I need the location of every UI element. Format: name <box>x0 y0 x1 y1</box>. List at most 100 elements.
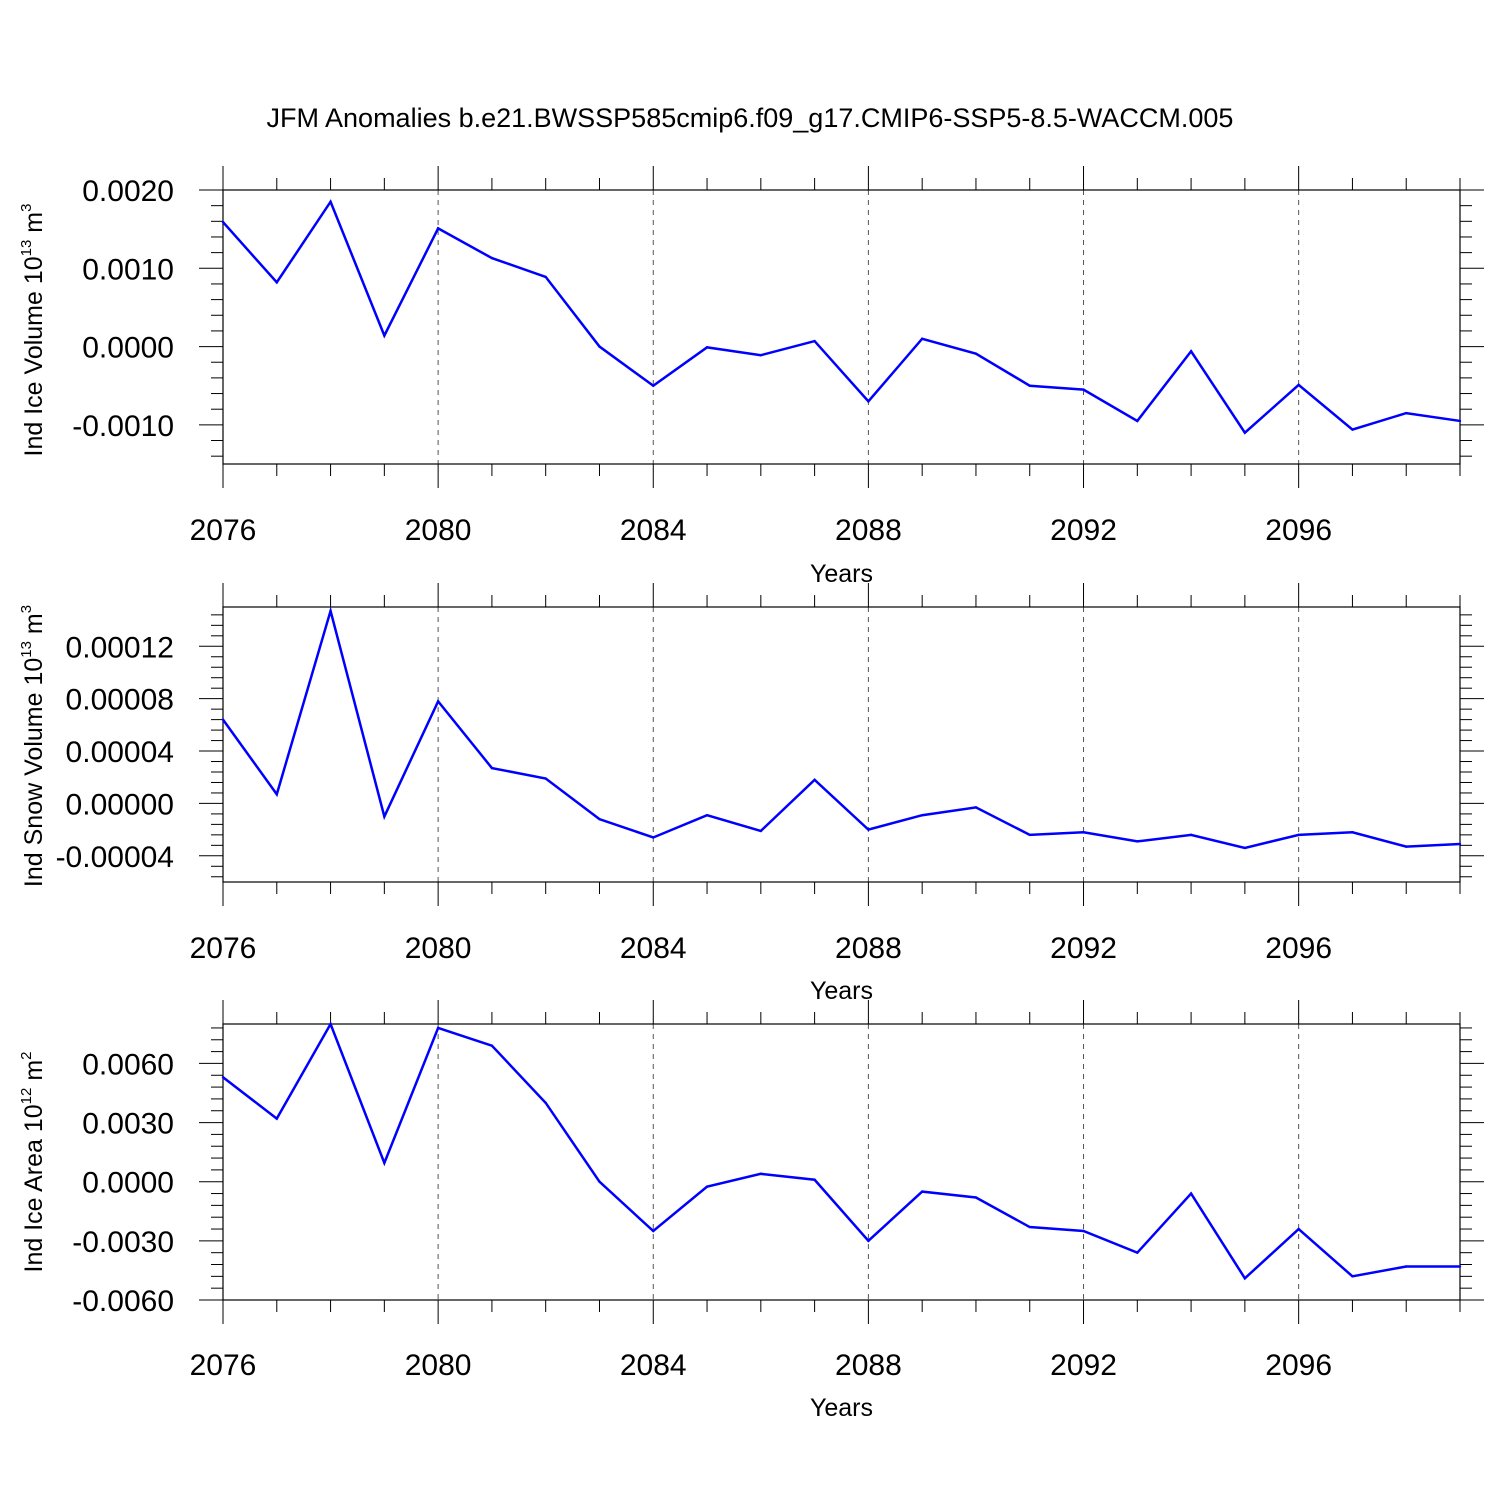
data-point <box>1243 846 1247 850</box>
data-point <box>1351 831 1354 834</box>
data-point <box>813 1178 816 1181</box>
x-tick-label: 2096 <box>1265 932 1332 965</box>
data-point <box>1189 350 1193 353</box>
data-point <box>1189 833 1193 837</box>
x-tick-label: 2076 <box>190 1349 257 1382</box>
data-point <box>1297 833 1300 837</box>
data-point <box>329 200 332 203</box>
data-point <box>974 806 978 809</box>
x-tick-label: 2096 <box>1265 514 1332 547</box>
y-tick-label: 0.00008 <box>66 684 174 717</box>
x-tick-label: 2092 <box>1050 514 1117 547</box>
x-tick-label: 2076 <box>190 514 257 547</box>
data-point <box>1297 383 1300 387</box>
y-tick-label: 0.0000 <box>82 332 174 365</box>
data-point <box>1351 428 1354 431</box>
data-point <box>705 814 709 817</box>
x-tick-label: 2080 <box>405 1349 472 1382</box>
data-point <box>1458 842 1462 846</box>
data-point <box>383 815 386 818</box>
data-point <box>1082 1229 1085 1233</box>
panel-3: 2076 2080 2084 2088 2092 2096 -0.0060 -0.0030 0.… <box>18 1000 1484 1422</box>
data-point <box>275 281 278 284</box>
x-tick-label: 2096 <box>1265 1349 1332 1382</box>
data-point <box>1028 384 1031 387</box>
data-point <box>490 766 494 770</box>
series-line <box>221 606 1461 850</box>
data-point <box>1243 431 1247 434</box>
data-point <box>1458 1265 1462 1268</box>
y-axis-title: Ind Ice Area 1012 m2 <box>18 1052 48 1273</box>
data-point <box>813 778 816 782</box>
panel-2: 2076 2080 2084 2088 2092 2096 -0.00004 0.00000 0… <box>18 583 1484 1005</box>
data-point <box>920 1190 924 1193</box>
data-point <box>1189 1192 1193 1195</box>
y-tick-label: 0.0010 <box>82 253 174 286</box>
data-point <box>1028 833 1031 837</box>
x-axis-title: Years <box>810 977 873 1005</box>
data-point <box>1405 411 1408 415</box>
x-tick-label: 2084 <box>620 514 687 547</box>
data-point <box>1297 1227 1300 1231</box>
data-point <box>544 275 547 279</box>
data-point <box>920 337 924 340</box>
data-point <box>436 1026 440 1030</box>
data-point <box>598 817 601 821</box>
data-point <box>1136 419 1139 423</box>
x-tick-label: 2088 <box>835 932 902 965</box>
x-axis-title: Years <box>810 560 873 588</box>
panel-1: 2076 2080 2084 2088 2092 2096 -0.0010 0.0000 0.0… <box>18 166 1484 588</box>
data-point <box>1405 1265 1408 1268</box>
data-point <box>1082 388 1085 391</box>
plot-frame <box>222 606 1461 883</box>
y-tick-label: 0.0030 <box>82 1108 174 1141</box>
data-point <box>759 353 763 357</box>
data-point <box>1028 1225 1031 1229</box>
y-tick-label: -0.0030 <box>72 1226 174 1259</box>
data-point <box>436 227 440 230</box>
data-point <box>974 1196 978 1199</box>
y-tick-label: 0.0060 <box>82 1048 174 1081</box>
data-point <box>490 1044 494 1047</box>
data-point <box>705 1185 709 1188</box>
data-point <box>867 828 870 831</box>
data-point <box>1136 840 1139 843</box>
data-point <box>329 609 332 613</box>
x-axis-title: Years <box>810 1394 873 1422</box>
data-point <box>598 345 601 348</box>
data-point <box>759 1172 763 1176</box>
plot-frame <box>222 189 1461 465</box>
data-point <box>221 1076 225 1079</box>
x-tick-label: 2084 <box>620 932 687 965</box>
data-point <box>221 718 225 721</box>
data-point <box>490 256 494 260</box>
data-point <box>813 339 816 343</box>
data-point <box>1243 1277 1247 1280</box>
data-point <box>867 1239 870 1243</box>
x-tick-label: 2092 <box>1050 932 1117 965</box>
y-tick-label: -0.0060 <box>72 1285 174 1318</box>
data-point <box>383 334 386 337</box>
data-point <box>329 1022 332 1026</box>
data-point <box>383 1161 386 1165</box>
x-tick-label: 2080 <box>405 514 472 547</box>
data-point <box>544 777 547 780</box>
y-axis-title: Ind Ice Volume 1013 m3 <box>18 204 48 457</box>
x-tick-label: 2076 <box>190 932 257 965</box>
data-point <box>920 814 924 817</box>
data-point <box>1136 1251 1139 1254</box>
y-tick-label: -0.00004 <box>56 841 174 874</box>
y-axis-title: Ind Snow Volume 1013 m3 <box>18 605 48 887</box>
plot-frame <box>222 1023 1461 1301</box>
x-tick-label: 2088 <box>835 514 902 547</box>
data-point <box>652 836 655 839</box>
data-point <box>275 1117 278 1120</box>
x-tick-label: 2084 <box>620 1349 687 1382</box>
data-point <box>705 346 709 349</box>
data-point <box>652 384 655 387</box>
data-point <box>544 1101 547 1105</box>
x-tick-label: 2088 <box>835 1349 902 1382</box>
data-point <box>867 400 870 403</box>
data-point <box>974 352 978 355</box>
